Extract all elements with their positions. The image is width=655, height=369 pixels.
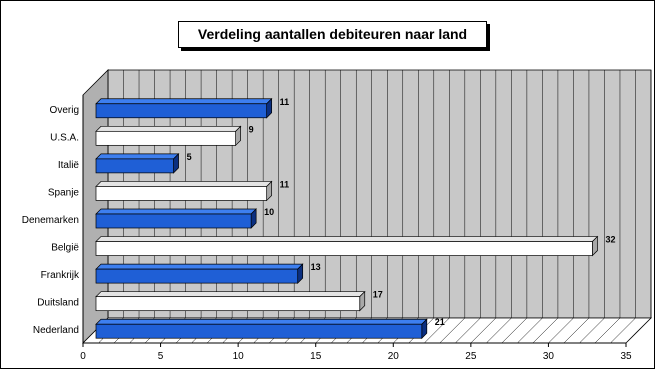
chart-title: Verdeling aantallen debiteuren naar land [178, 21, 487, 48]
floor-gridline [625, 317, 652, 344]
bar [95, 213, 252, 229]
floor-gridline [563, 317, 590, 344]
category-label: Overig [50, 105, 79, 116]
x-tick-label: 30 [543, 351, 555, 362]
bar [95, 186, 268, 201]
category-label: Spanje [48, 187, 80, 198]
category-label: Nederland [33, 325, 79, 336]
data-label: 21 [435, 317, 445, 327]
floor-gridline [439, 317, 466, 344]
bar-top [95, 153, 180, 160]
x-tick-label: 15 [310, 351, 322, 362]
data-label: 13 [311, 262, 321, 272]
floor-gridline [532, 317, 559, 344]
bar-top [95, 181, 273, 187]
floor-gridline [424, 317, 450, 344]
data-label: 5 [187, 152, 192, 162]
bar-top [95, 125, 242, 132]
bar-top [95, 98, 273, 105]
data-label: 10 [264, 207, 274, 217]
bar-top [95, 291, 366, 298]
bar-top [95, 236, 599, 242]
category-label: Duitsland [37, 298, 79, 309]
bar [95, 268, 299, 284]
data-label: 32 [605, 235, 615, 245]
floor-gridline [470, 317, 497, 344]
bar [95, 296, 361, 312]
category-label: Italië [58, 160, 80, 171]
category-label: U.S.A. [50, 132, 79, 143]
data-label: 11 [280, 179, 290, 189]
category-label: Frankrijk [41, 270, 80, 281]
floor-gridline [579, 317, 605, 344]
x-tick-label: 35 [620, 351, 632, 362]
bar [95, 241, 593, 256]
floor-gridline [486, 317, 512, 344]
bar-top [95, 208, 257, 215]
floor-gridline [594, 317, 621, 344]
x-tick-label: 0 [80, 351, 86, 362]
bar [95, 103, 268, 119]
floor-gridline [517, 317, 543, 344]
data-label: 9 [249, 124, 254, 134]
data-label: 11 [280, 97, 290, 107]
bar [95, 323, 423, 339]
floor-gridline [455, 317, 481, 344]
bar [95, 130, 236, 146]
bar-top [95, 318, 428, 325]
x-tick-label: 20 [388, 351, 400, 362]
x-tick-label: 10 [233, 351, 245, 362]
floor-gridline [610, 317, 636, 344]
bar-top [95, 263, 304, 270]
bar [95, 158, 174, 174]
category-label: Denemarken [22, 215, 79, 226]
category-label: België [51, 243, 79, 254]
floor-gridline [501, 317, 528, 344]
x-tick-label: 25 [465, 351, 477, 362]
floor-gridline [548, 317, 574, 344]
data-label: 17 [373, 290, 383, 300]
x-tick-label: 5 [158, 351, 164, 362]
